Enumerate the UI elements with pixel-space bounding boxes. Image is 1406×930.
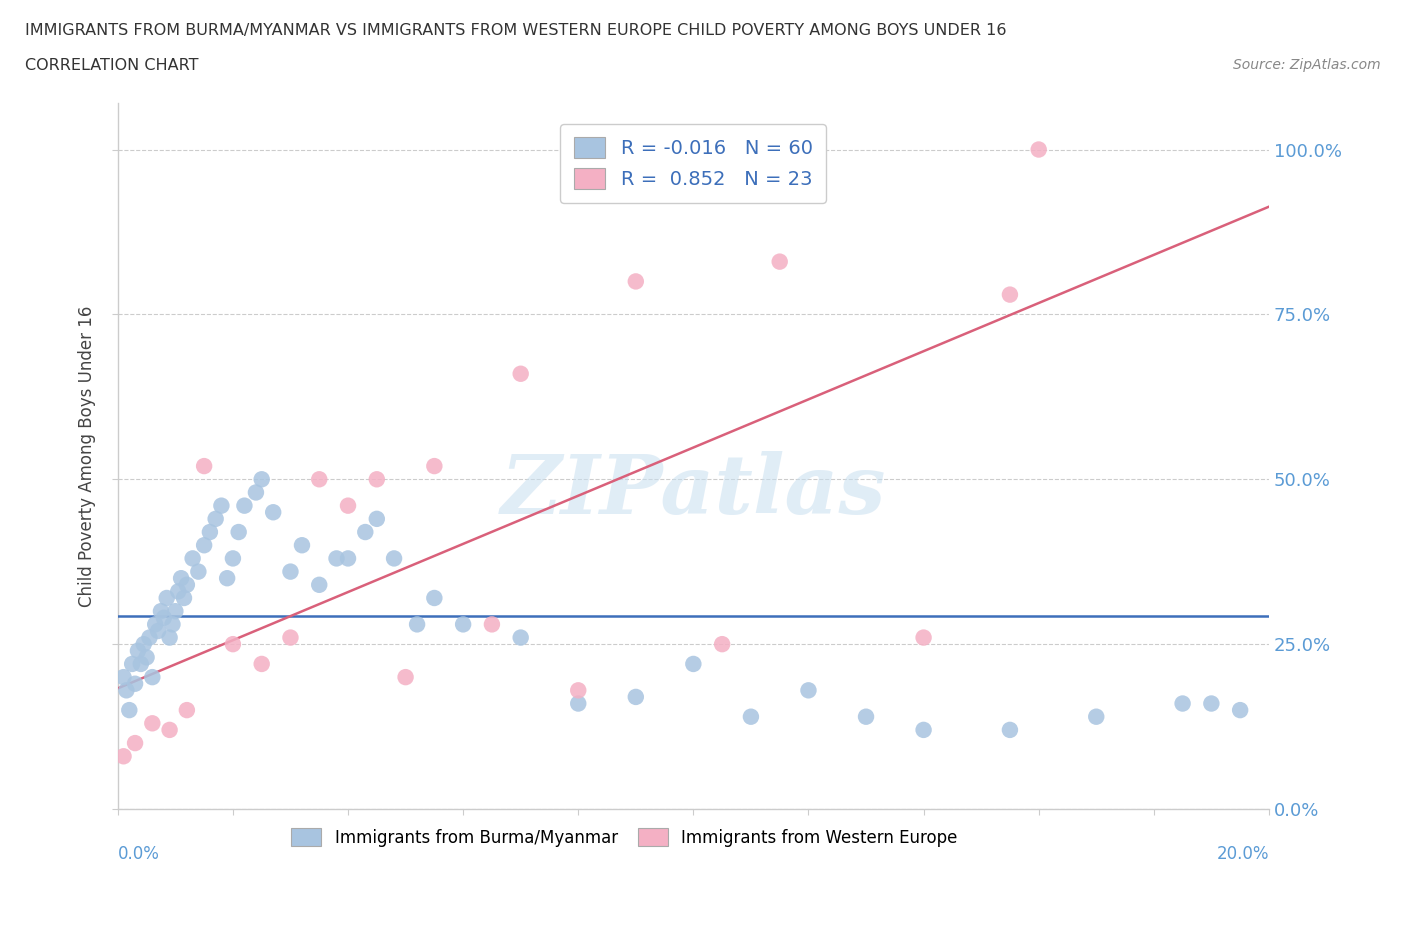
Point: [366, 512, 388, 526]
Y-axis label: Child Poverty Among Boys Under 16: Child Poverty Among Boys Under 16: [79, 306, 96, 607]
Point: [308, 472, 330, 486]
Point: [112, 670, 135, 684]
Point: [280, 565, 302, 579]
Point: [132, 637, 155, 652]
Point: [337, 551, 360, 565]
Text: CORRELATION CHART: CORRELATION CHART: [25, 58, 198, 73]
Point: [711, 637, 734, 652]
Point: [129, 657, 152, 671]
Point: [423, 458, 446, 473]
Point: [146, 623, 169, 638]
Point: [406, 617, 429, 631]
Point: [165, 604, 187, 618]
Point: [250, 657, 273, 671]
Point: [222, 551, 245, 565]
Point: [382, 551, 405, 565]
Point: [855, 710, 877, 724]
Point: [280, 631, 302, 645]
Point: [509, 366, 531, 381]
Point: [112, 749, 135, 764]
Point: [149, 604, 172, 618]
Point: [115, 683, 138, 698]
Point: [124, 736, 146, 751]
Point: [209, 498, 232, 513]
Point: [912, 631, 935, 645]
Point: [141, 670, 163, 684]
Point: [217, 571, 239, 586]
Point: [193, 538, 215, 552]
Point: [998, 723, 1021, 737]
Point: [1171, 696, 1194, 711]
Text: ZIPatlas: ZIPatlas: [501, 451, 886, 531]
Point: [567, 696, 589, 711]
Point: [159, 631, 181, 645]
Point: [176, 703, 198, 718]
Point: [325, 551, 347, 565]
Point: [394, 670, 416, 684]
Point: [262, 505, 284, 520]
Point: [624, 689, 647, 704]
Legend: Immigrants from Burma/Myanmar, Immigrants from Western Europe: Immigrants from Burma/Myanmar, Immigrant…: [284, 821, 965, 854]
Point: [233, 498, 256, 513]
Point: [624, 274, 647, 289]
Point: [912, 723, 935, 737]
Point: [509, 631, 531, 645]
Point: [245, 485, 267, 500]
Point: [204, 512, 226, 526]
Point: [156, 591, 179, 605]
Text: Source: ZipAtlas.com: Source: ZipAtlas.com: [1233, 58, 1381, 72]
Text: IMMIGRANTS FROM BURMA/MYANMAR VS IMMIGRANTS FROM WESTERN EUROPE CHILD POVERTY AM: IMMIGRANTS FROM BURMA/MYANMAR VS IMMIGRA…: [25, 23, 1007, 38]
Point: [162, 617, 184, 631]
Point: [337, 498, 360, 513]
Point: [250, 472, 273, 486]
Point: [1201, 696, 1223, 711]
Point: [222, 637, 245, 652]
Point: [998, 287, 1021, 302]
Point: [366, 472, 388, 486]
Point: [181, 551, 204, 565]
Point: [451, 617, 474, 631]
Point: [121, 657, 143, 671]
Point: [308, 578, 330, 592]
Point: [1028, 142, 1050, 157]
Point: [481, 617, 503, 631]
Point: [228, 525, 250, 539]
Point: [187, 565, 209, 579]
Point: [173, 591, 195, 605]
Point: [118, 703, 141, 718]
Point: [167, 584, 190, 599]
Point: [1085, 710, 1108, 724]
Point: [124, 676, 146, 691]
Point: [1229, 703, 1251, 718]
Point: [769, 254, 792, 269]
Point: [682, 657, 704, 671]
Point: [135, 650, 157, 665]
Point: [291, 538, 314, 552]
Point: [143, 617, 166, 631]
Point: [797, 683, 820, 698]
Point: [127, 644, 149, 658]
Point: [170, 571, 193, 586]
Point: [141, 716, 163, 731]
Point: [198, 525, 221, 539]
Point: [740, 710, 762, 724]
Point: [423, 591, 446, 605]
Point: [138, 631, 160, 645]
Point: [193, 458, 215, 473]
Text: 0.0%: 0.0%: [118, 845, 160, 863]
Point: [354, 525, 377, 539]
Point: [176, 578, 198, 592]
Point: [153, 610, 176, 625]
Point: [159, 723, 181, 737]
Text: 20.0%: 20.0%: [1216, 845, 1270, 863]
Point: [567, 683, 589, 698]
